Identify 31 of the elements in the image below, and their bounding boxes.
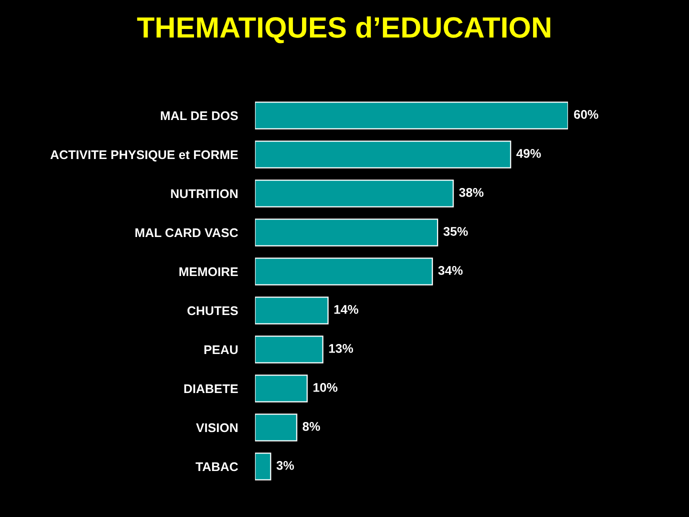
data-label: 34% (438, 266, 463, 275)
y-tick-label: VISION (196, 423, 238, 432)
y-tick-label: MAL DE DOS (160, 111, 238, 120)
bar (255, 102, 568, 130)
y-tick-label: MEMOIRE (179, 267, 238, 276)
data-label: 49% (516, 149, 541, 158)
data-label: 38% (459, 188, 484, 197)
y-tick-label: CHUTES (187, 306, 238, 316)
data-label: 13% (329, 344, 354, 353)
bar (255, 296, 329, 324)
bar (255, 452, 272, 480)
chart-title: THEMATIQUES d’EDUCATION (137, 16, 550, 44)
bar (255, 218, 438, 246)
y-tick-label: PEAU (204, 345, 238, 354)
data-label: 35% (443, 227, 468, 236)
bar (255, 336, 324, 364)
bar (255, 258, 433, 286)
bar (255, 414, 298, 442)
y-tick-label: DIABETE (184, 384, 238, 394)
bar (255, 180, 454, 208)
y-tick-label: TABAC (196, 462, 238, 472)
bar (255, 374, 308, 402)
data-label: 10% (314, 383, 338, 392)
data-label: 60% (574, 110, 598, 119)
y-tick-label: ACTIVITE PHYSIQUE et FORME (50, 150, 238, 162)
data-label: 14% (334, 305, 358, 314)
y-tick-label: MAL CARD VASC (135, 228, 238, 238)
bar (255, 140, 512, 168)
y-tick-label: NUTRITION (171, 189, 238, 198)
data-label: 3% (276, 461, 294, 470)
data-label: 8% (302, 422, 320, 431)
